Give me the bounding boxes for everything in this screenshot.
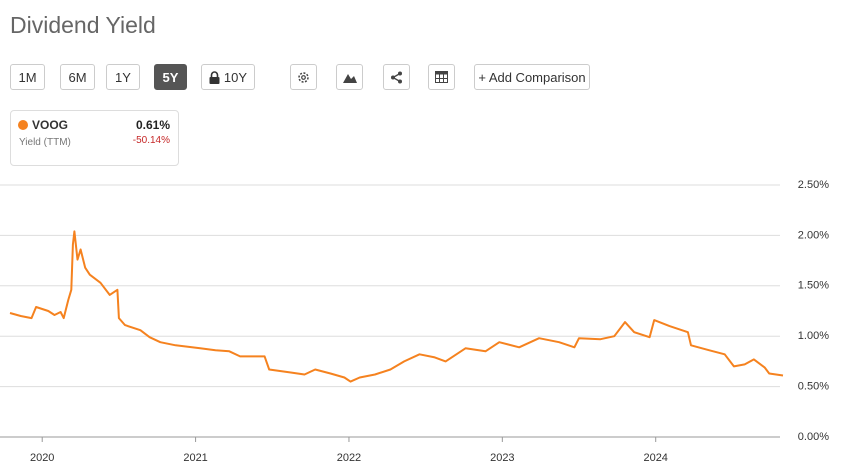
legend-marker bbox=[18, 120, 28, 130]
x-tick-label: 2020 bbox=[30, 452, 54, 464]
legend-current: 0.61% bbox=[135, 118, 170, 132]
y-tick-label: 0.00% bbox=[798, 431, 829, 443]
x-tick-label: 2023 bbox=[490, 452, 514, 464]
gear-icon bbox=[298, 71, 309, 83]
legend-metric: Yield (TTM) bbox=[19, 137, 71, 148]
range-button[interactable]: 6M bbox=[60, 64, 95, 90]
settings-button[interactable] bbox=[290, 64, 317, 90]
y-tick-label: 1.50% bbox=[798, 280, 829, 292]
lock-icon bbox=[209, 70, 220, 84]
range-button[interactable]: 5Y bbox=[154, 64, 187, 90]
page-title: Dividend Yield bbox=[10, 12, 156, 38]
range-button[interactable]: 1Y bbox=[106, 64, 140, 90]
y-tick-label: 1.00% bbox=[798, 330, 829, 342]
y-tick-label: 2.00% bbox=[798, 229, 829, 241]
range-label: 10Y bbox=[223, 69, 248, 85]
mountain-icon bbox=[342, 74, 357, 83]
table-button[interactable] bbox=[428, 64, 455, 90]
x-tick-label: 2021 bbox=[183, 452, 207, 464]
legend-change: -50.14% bbox=[132, 135, 170, 146]
legend-card: VOOG 0.61% Yield (TTM) -50.14% bbox=[10, 110, 179, 166]
y-tick-label: 0.50% bbox=[798, 381, 829, 393]
y-tick-label: 2.50% bbox=[798, 179, 829, 191]
add-comparison-button[interactable]: + Add Comparison bbox=[474, 64, 590, 90]
share-button[interactable] bbox=[383, 64, 410, 90]
chart-type-button[interactable] bbox=[336, 64, 363, 90]
legend-ticker: VOOG bbox=[32, 118, 69, 132]
table-icon bbox=[435, 71, 448, 83]
yield-line bbox=[9, 230, 784, 383]
share-icon bbox=[391, 71, 402, 83]
x-tick-label: 2024 bbox=[643, 452, 667, 464]
x-tick-label: 2022 bbox=[337, 452, 361, 464]
range-button[interactable]: 1M bbox=[10, 64, 45, 90]
range-button[interactable]: 10Y bbox=[201, 64, 255, 90]
